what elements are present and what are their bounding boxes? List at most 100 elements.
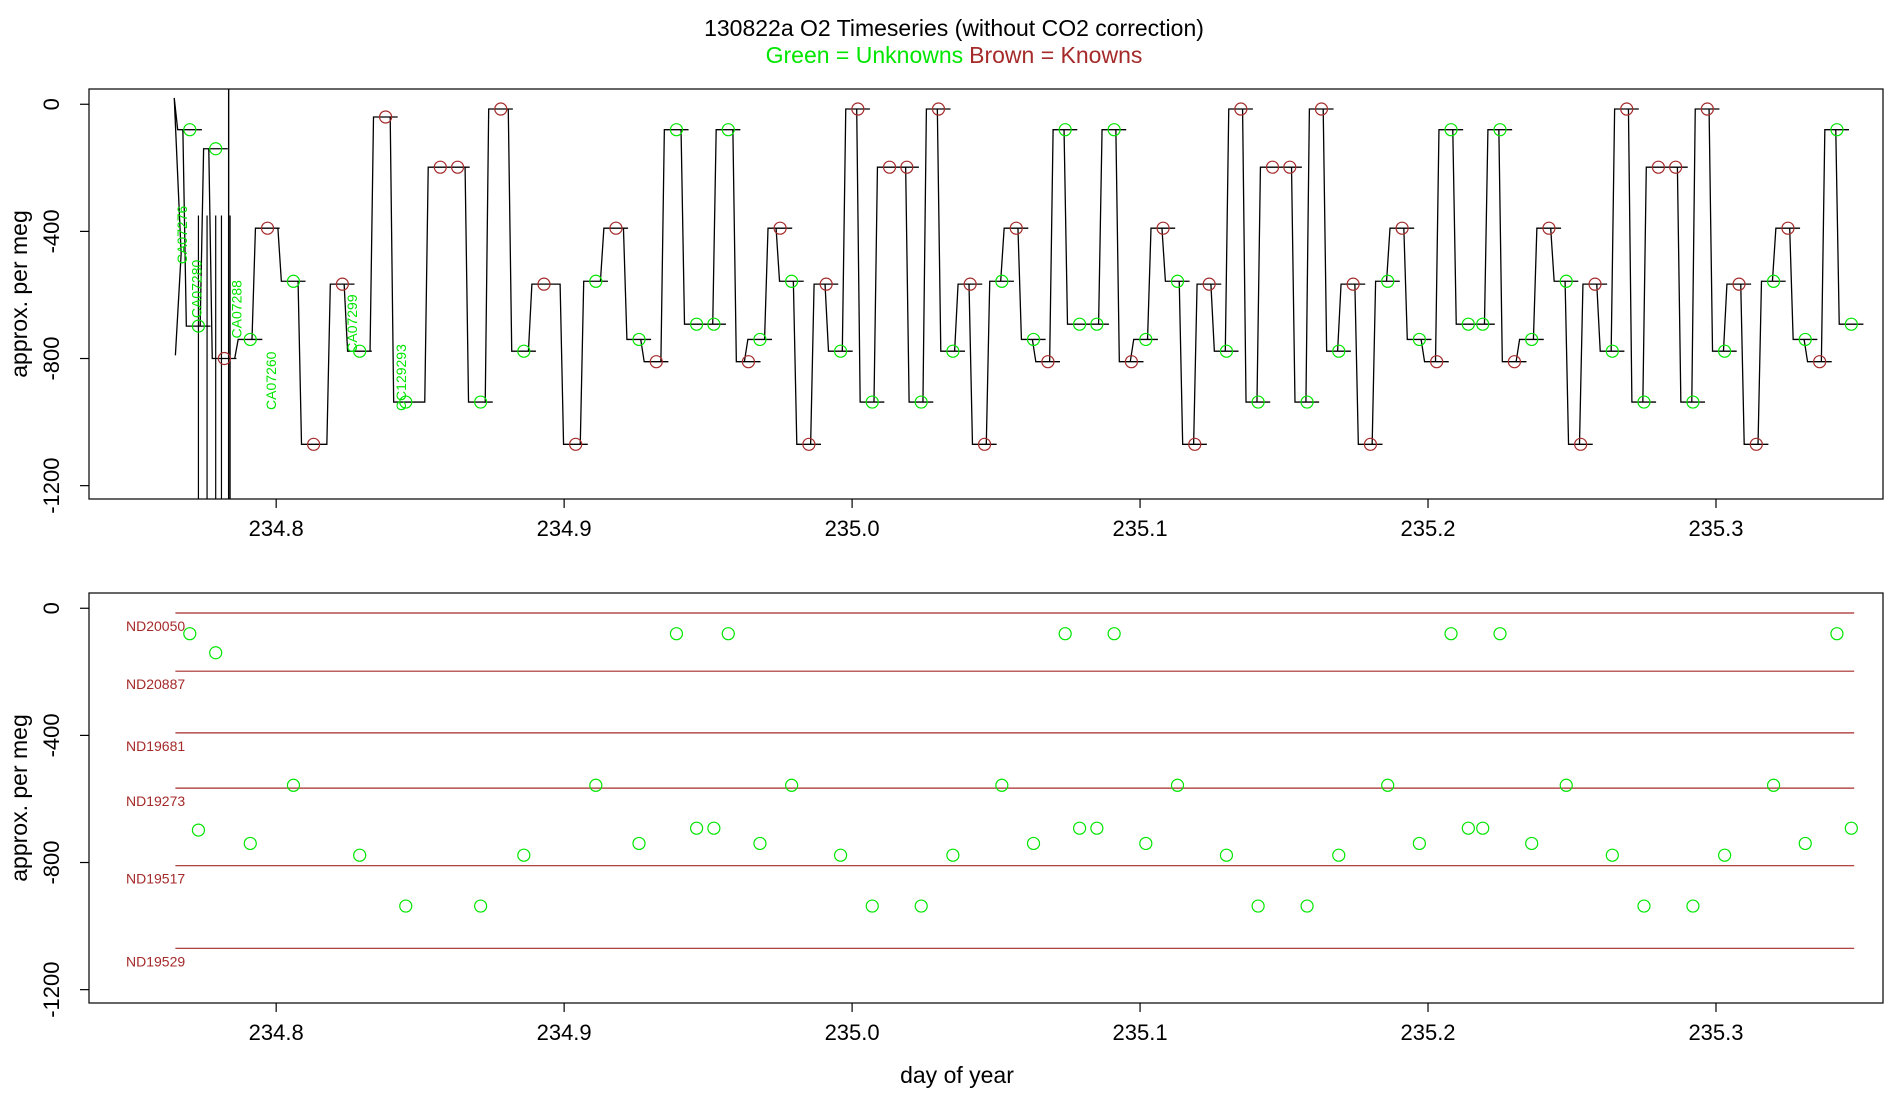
unknown-point	[243, 332, 257, 347]
unknown-point	[589, 778, 603, 792]
unknown-point	[183, 123, 197, 137]
unknown-point	[191, 823, 206, 837]
known-point	[569, 437, 583, 451]
bottom-plot-area: ND20050 ND20887 ND19681 ND19273 ND19517 ND195…	[126, 612, 1858, 969]
figure-subtitle: Green = Unknowns Brown = Knowns	[766, 42, 1143, 68]
bottom-axes: 234.8 234.9 235.0 235.1 235.2 235.3 0 -400 -800 -…	[39, 602, 1744, 1045]
o2-trace-line	[173, 97, 1864, 445]
unknown-point	[1381, 778, 1395, 792]
unknown-point	[1072, 317, 1087, 331]
unknown-point	[914, 899, 928, 913]
known-point	[1813, 355, 1827, 369]
known-point	[819, 277, 833, 291]
known-point	[977, 437, 992, 451]
unknown-point	[785, 274, 799, 288]
unknown-point	[669, 627, 684, 641]
unknown-point	[1798, 836, 1812, 851]
unknown-point	[1718, 344, 1732, 358]
bottom-plot-frame	[88, 592, 1884, 1004]
known-point	[1234, 102, 1248, 116]
unknown-point	[399, 899, 413, 913]
top-ylabel: approx. per meg	[6, 210, 32, 377]
bottom-x-tick-label: 235.3	[1688, 1020, 1743, 1045]
unknown-point	[1461, 317, 1475, 331]
unknown-point	[209, 646, 223, 660]
bottom-x-tick-label: 234.9	[537, 1020, 592, 1045]
known-point	[1202, 277, 1216, 291]
known-point	[931, 102, 946, 116]
bottom-y-tick-label: 0	[39, 602, 64, 614]
unknown-point	[474, 395, 488, 409]
unknown-point	[1766, 274, 1781, 288]
unknown-point	[946, 848, 960, 862]
unknown-point	[689, 317, 704, 331]
unknown-point	[1686, 395, 1700, 409]
unknown-point	[1300, 899, 1314, 913]
unknown-point	[1251, 395, 1265, 409]
unknown-point	[1637, 395, 1651, 409]
known-point	[609, 221, 623, 235]
top-x-tick-label: 235.3	[1688, 516, 1743, 541]
unknown-point	[1090, 821, 1104, 835]
known-point	[1041, 355, 1055, 369]
known-point	[494, 102, 508, 116]
bottom-panel: ND20050 ND20887 ND19681 ND19273 ND19517 ND195…	[6, 592, 1884, 1088]
bottom-xlabel: day of year	[900, 1062, 1014, 1088]
unknown-point	[353, 344, 367, 358]
known-point	[1507, 355, 1522, 369]
unknown-point	[1476, 317, 1490, 331]
known-point	[1395, 221, 1409, 235]
known-point	[307, 437, 321, 451]
unknown-point	[517, 344, 531, 358]
bottom-x-tick-label: 234.8	[249, 1020, 304, 1045]
known-point	[1363, 437, 1378, 451]
standard-line-label: ND20887	[126, 676, 185, 692]
known-point	[433, 160, 447, 174]
unknown-sample-label: CC129293	[393, 344, 409, 411]
unknown-point	[1559, 274, 1573, 288]
subtitle-unknowns: Green = Unknowns	[766, 42, 964, 68]
unknown-point	[399, 395, 413, 409]
unknown-point	[1219, 848, 1234, 862]
unknown-point	[1444, 123, 1458, 137]
top-axes: 234.8 234.9 235.0 235.1 235.2 235.3 0 -400 -800 -…	[39, 98, 1744, 541]
known-point	[741, 355, 756, 369]
unknown-point	[1844, 821, 1858, 835]
unknown-point	[1026, 332, 1041, 347]
unknown-point	[721, 123, 735, 137]
standard-line-label: ND20050	[126, 618, 185, 634]
standard-line-label: ND19529	[126, 953, 185, 969]
unknown-sample-label: CA07280	[188, 260, 204, 319]
unknown-point	[1139, 836, 1153, 851]
bottom-ylabel: approx. per meg	[6, 714, 32, 881]
unknown-point	[1107, 627, 1121, 641]
bottom-y-tick-label: -1200	[39, 962, 64, 1018]
unknown-sample-label: CA07299	[344, 294, 360, 353]
unknown-sample-label: CA07288	[229, 280, 245, 339]
unknown-point	[1170, 274, 1185, 288]
unknown-point	[753, 836, 767, 851]
unknown-point	[1107, 123, 1121, 137]
standard-line-label: ND19517	[126, 871, 185, 887]
known-point	[851, 102, 865, 116]
bottom-x-tick-label: 235.1	[1113, 1020, 1168, 1045]
unknown-point	[1444, 627, 1458, 641]
unknown-point	[183, 627, 197, 641]
known-point	[450, 160, 465, 174]
unknown-point	[946, 344, 960, 358]
unknown-point	[1332, 344, 1346, 358]
known-point	[1346, 277, 1360, 291]
unknown-point	[632, 332, 646, 347]
known-point	[1188, 437, 1202, 451]
top-x-tick-label: 234.8	[249, 516, 304, 541]
known-point	[1283, 160, 1297, 174]
unknown-point	[1090, 317, 1104, 331]
standard-line-label: ND19681	[126, 738, 185, 754]
unknown-point	[833, 848, 848, 862]
unknown-point	[1026, 836, 1041, 851]
unknown-point	[721, 627, 735, 641]
known-point	[802, 437, 816, 451]
unknown-point	[833, 344, 848, 358]
